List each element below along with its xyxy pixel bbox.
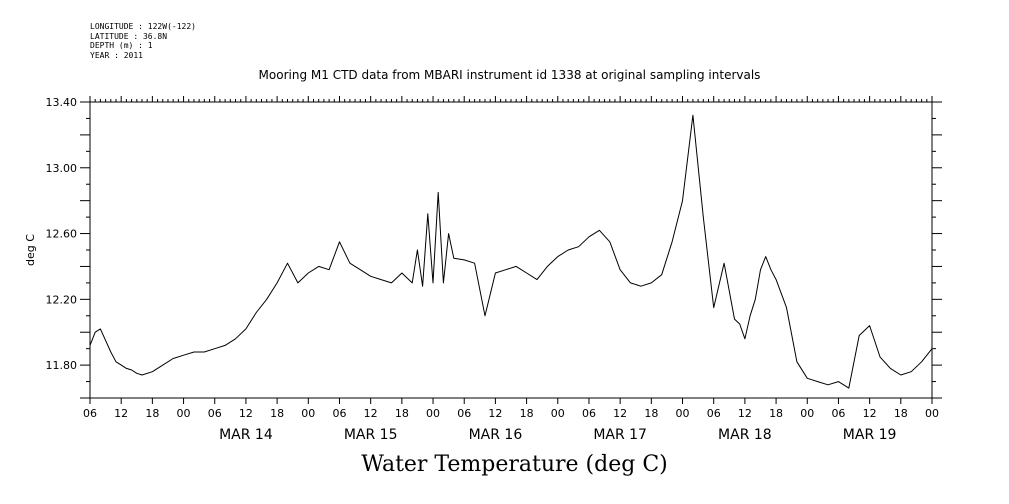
- y-tick-label: 11.80: [46, 359, 78, 372]
- x-tick-label: 18: [644, 407, 658, 420]
- x-tick-label: 18: [520, 407, 534, 420]
- x-day-label: MAR 15: [344, 427, 398, 443]
- x-tick-label: 12: [613, 407, 627, 420]
- x-tick-label: 00: [925, 407, 939, 420]
- x-day-label: MAR 18: [718, 427, 772, 443]
- longitude-label: LONGITUDE : 122W(-122): [90, 22, 196, 31]
- chart-title: Mooring M1 CTD data from MBARI instrumen…: [258, 68, 761, 82]
- y-tick-label: 13.40: [46, 96, 78, 109]
- metadata-block: LONGITUDE : 122W(-122) LATITUDE : 36.8N …: [90, 22, 196, 60]
- x-tick-label: 00: [676, 407, 690, 420]
- x-day-label: MAR 14: [219, 427, 273, 443]
- x-tick-label: 06: [457, 407, 471, 420]
- plot-frame: [89, 101, 933, 399]
- year-label: YEAR : 2011: [90, 50, 143, 60]
- x-tick-label: 06: [332, 407, 346, 420]
- x-tick-label: 00: [551, 407, 565, 420]
- x-day-label: MAR 16: [469, 427, 523, 443]
- y-tick-label: 12.20: [46, 293, 78, 306]
- y-tick-label: 13.00: [46, 162, 78, 175]
- x-tick-label: 18: [894, 407, 908, 420]
- x-tick-label: 06: [83, 407, 97, 420]
- x-tick-label: 00: [301, 407, 315, 420]
- x-tick-label: 18: [270, 407, 284, 420]
- x-tick-label: 12: [114, 407, 128, 420]
- y-axis-label: deg C: [24, 234, 37, 266]
- x-day-label: MAR 19: [843, 427, 897, 443]
- latitude-label: LATITUDE : 36.8N: [90, 31, 168, 41]
- x-tick-label: 06: [707, 407, 721, 420]
- y-tick-label: 12.60: [46, 228, 78, 241]
- depth-label: DEPTH (m) : 1: [90, 41, 153, 50]
- chart-caption: Water Temperature (deg C): [361, 452, 668, 477]
- x-tick-label: 06: [582, 407, 596, 420]
- x-tick-label: 00: [426, 407, 440, 420]
- x-tick-label: 12: [364, 407, 378, 420]
- series-line: [89, 114, 933, 389]
- x-tick-label: 12: [738, 407, 752, 420]
- x-tick-label: 00: [800, 407, 814, 420]
- x-tick-label: 18: [769, 407, 783, 420]
- x-day-label: MAR 17: [593, 427, 647, 443]
- x-tick-label: 12: [488, 407, 502, 420]
- x-tick-label: 06: [208, 407, 222, 420]
- x-tick-label: 18: [145, 407, 159, 420]
- x-tick-label: 12: [239, 407, 253, 420]
- x-tick-label: 06: [831, 407, 845, 420]
- x-tick-label: 18: [395, 407, 409, 420]
- x-tick-label: 12: [863, 407, 877, 420]
- x-tick-label: 00: [177, 407, 191, 420]
